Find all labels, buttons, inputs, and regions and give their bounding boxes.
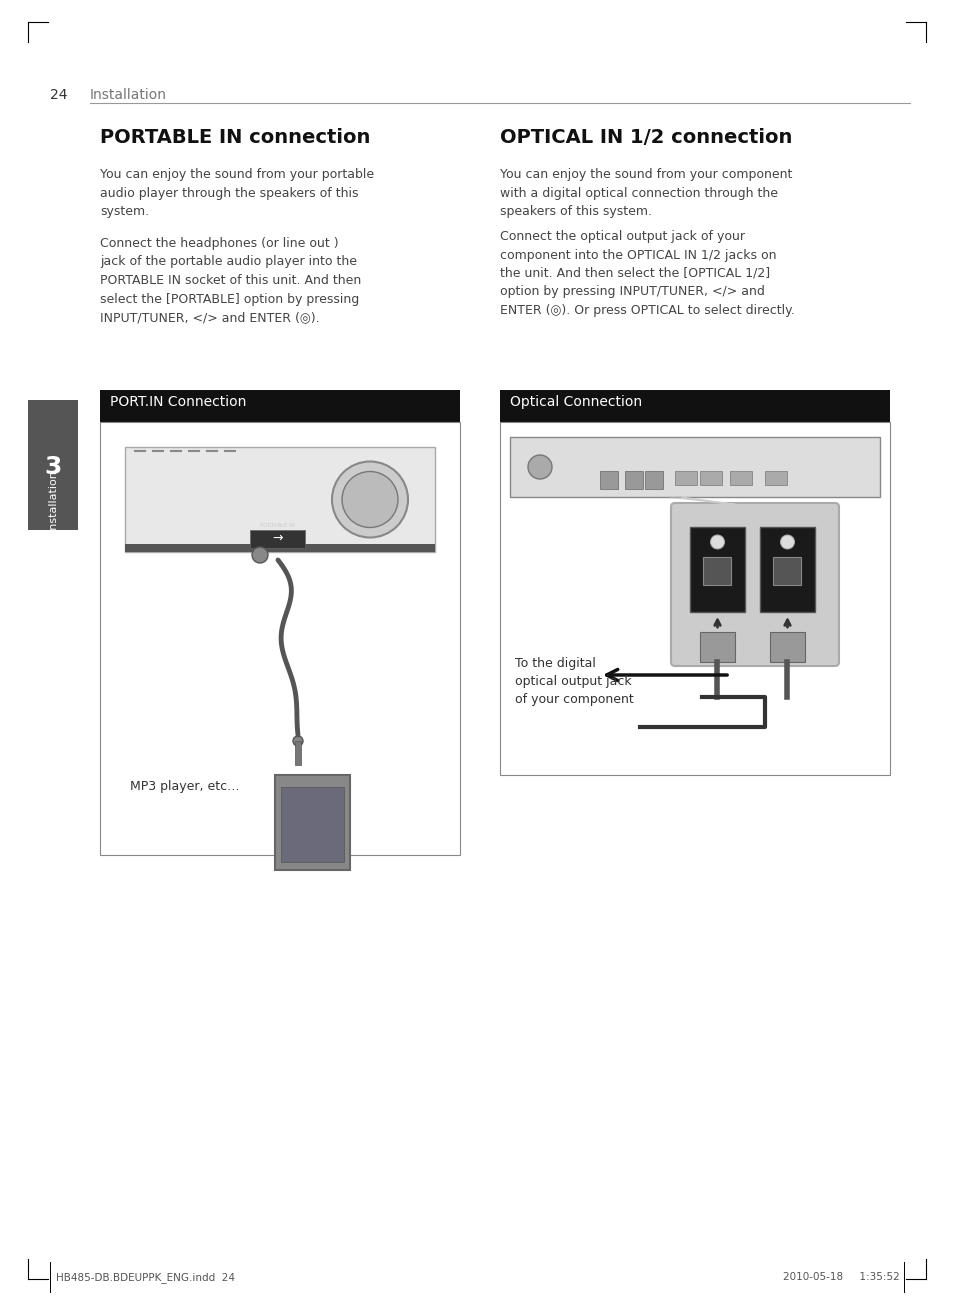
Circle shape xyxy=(527,455,552,479)
Text: PORTABLE IN connection: PORTABLE IN connection xyxy=(100,127,370,147)
Text: OPTICAL IN 1/2 connection: OPTICAL IN 1/2 connection xyxy=(499,127,792,147)
Bar xyxy=(499,390,889,422)
Polygon shape xyxy=(669,497,754,507)
Bar xyxy=(675,471,697,485)
Bar xyxy=(294,742,301,765)
Bar xyxy=(275,775,350,870)
Bar xyxy=(769,632,804,662)
Bar xyxy=(499,422,889,775)
Text: 2010-05-18     1:35:52: 2010-05-18 1:35:52 xyxy=(782,1272,899,1281)
Bar xyxy=(729,471,751,485)
Text: Connect the optical output jack of your
component into the OPTICAL IN 1/2 jacks : Connect the optical output jack of your … xyxy=(499,230,794,317)
Bar xyxy=(100,422,459,855)
Text: PORT.IN Connection: PORT.IN Connection xyxy=(110,396,246,409)
Bar xyxy=(125,544,435,552)
Bar xyxy=(250,530,305,548)
Bar xyxy=(510,437,879,497)
Circle shape xyxy=(293,736,303,745)
Circle shape xyxy=(252,546,268,563)
Text: Optical Connection: Optical Connection xyxy=(510,396,641,409)
Bar xyxy=(624,471,642,489)
Bar xyxy=(764,471,786,485)
Text: 3: 3 xyxy=(44,455,62,479)
Circle shape xyxy=(341,471,397,527)
Bar xyxy=(700,471,721,485)
Text: You can enjoy the sound from your portable
audio player through the speakers of : You can enjoy the sound from your portab… xyxy=(100,168,374,219)
Text: →: → xyxy=(273,532,283,545)
Text: 24: 24 xyxy=(50,88,68,101)
Bar xyxy=(773,557,801,585)
Text: Connect the headphones (or line out )
jack of the portable audio player into the: Connect the headphones (or line out ) ja… xyxy=(100,237,361,324)
Text: PORTABLE IN: PORTABLE IN xyxy=(260,523,295,528)
Circle shape xyxy=(332,462,408,537)
Bar xyxy=(760,527,814,611)
Text: You can enjoy the sound from your component
with a digital optical connection th: You can enjoy the sound from your compon… xyxy=(499,168,792,219)
FancyBboxPatch shape xyxy=(670,503,838,666)
Text: To the digital
optical output jack
of your component: To the digital optical output jack of yo… xyxy=(515,657,633,706)
Bar xyxy=(700,632,734,662)
Bar xyxy=(599,471,618,489)
Bar xyxy=(100,390,459,422)
Bar xyxy=(28,399,78,530)
Text: MP3 player, etc…: MP3 player, etc… xyxy=(130,781,239,794)
Bar xyxy=(689,527,744,611)
Circle shape xyxy=(780,535,794,549)
Text: Installation: Installation xyxy=(90,88,167,101)
Circle shape xyxy=(710,535,723,549)
Text: Installation: Installation xyxy=(48,470,58,531)
Bar xyxy=(644,471,662,489)
Bar xyxy=(702,557,731,585)
Bar xyxy=(281,787,344,863)
Text: HB485-DB.BDEUPPK_ENG.indd  24: HB485-DB.BDEUPPK_ENG.indd 24 xyxy=(56,1272,234,1283)
Bar xyxy=(125,448,435,552)
